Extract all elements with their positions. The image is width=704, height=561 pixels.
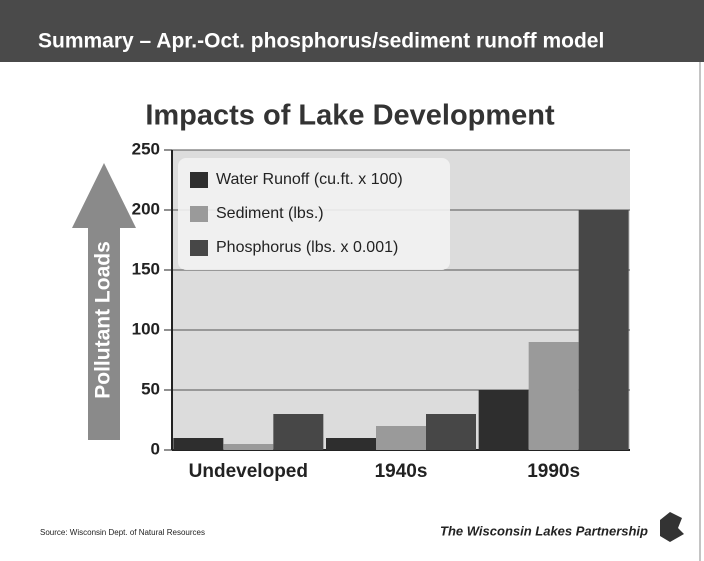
bar bbox=[578, 210, 629, 450]
y-tick-label: 100 bbox=[132, 319, 160, 338]
bar bbox=[528, 342, 579, 450]
legend-swatch bbox=[190, 172, 208, 188]
legend-swatch bbox=[190, 240, 208, 256]
brand: The Wisconsin Lakes Partnership bbox=[440, 523, 648, 538]
x-tick-label: 1940s bbox=[375, 461, 428, 482]
axis-arrow bbox=[72, 163, 136, 440]
bar bbox=[376, 426, 426, 450]
y-tick-label: 250 bbox=[132, 139, 160, 158]
y-tick-label: 150 bbox=[132, 259, 160, 278]
chart-title: Impacts of Lake Development bbox=[145, 100, 555, 132]
x-tick-label: Undeveloped bbox=[189, 461, 308, 482]
bar bbox=[326, 438, 376, 450]
y-tick-label: 50 bbox=[141, 379, 160, 398]
bar bbox=[273, 414, 324, 450]
bar bbox=[426, 414, 476, 450]
y-tick-label: 0 bbox=[151, 439, 160, 458]
header-title: Summary – Apr.-Oct. phosphorus/sediment … bbox=[38, 30, 604, 53]
bar bbox=[478, 390, 529, 450]
bar bbox=[173, 438, 224, 450]
header-bar bbox=[0, 0, 704, 62]
chart: 0 50 100 150 200 250 Undeveloped 1940s 1990s Wate… bbox=[132, 139, 630, 482]
legend-label: Sediment (lbs.) bbox=[216, 205, 324, 222]
legend-label: Phosphorus (lbs. x 0.001) bbox=[216, 239, 398, 256]
legend-box bbox=[178, 158, 450, 270]
bar bbox=[223, 444, 274, 450]
logo bbox=[660, 512, 684, 542]
x-tick-label: 1990s bbox=[527, 461, 580, 482]
y-axis-label: Pollutant Loads bbox=[92, 241, 115, 399]
y-tick-label: 200 bbox=[132, 199, 160, 218]
source: Source: Wisconsin Dept. of Natural Resou… bbox=[40, 528, 205, 537]
legend-label: Water Runoff (cu.ft. x 100) bbox=[216, 171, 403, 188]
legend-swatch bbox=[190, 206, 208, 222]
